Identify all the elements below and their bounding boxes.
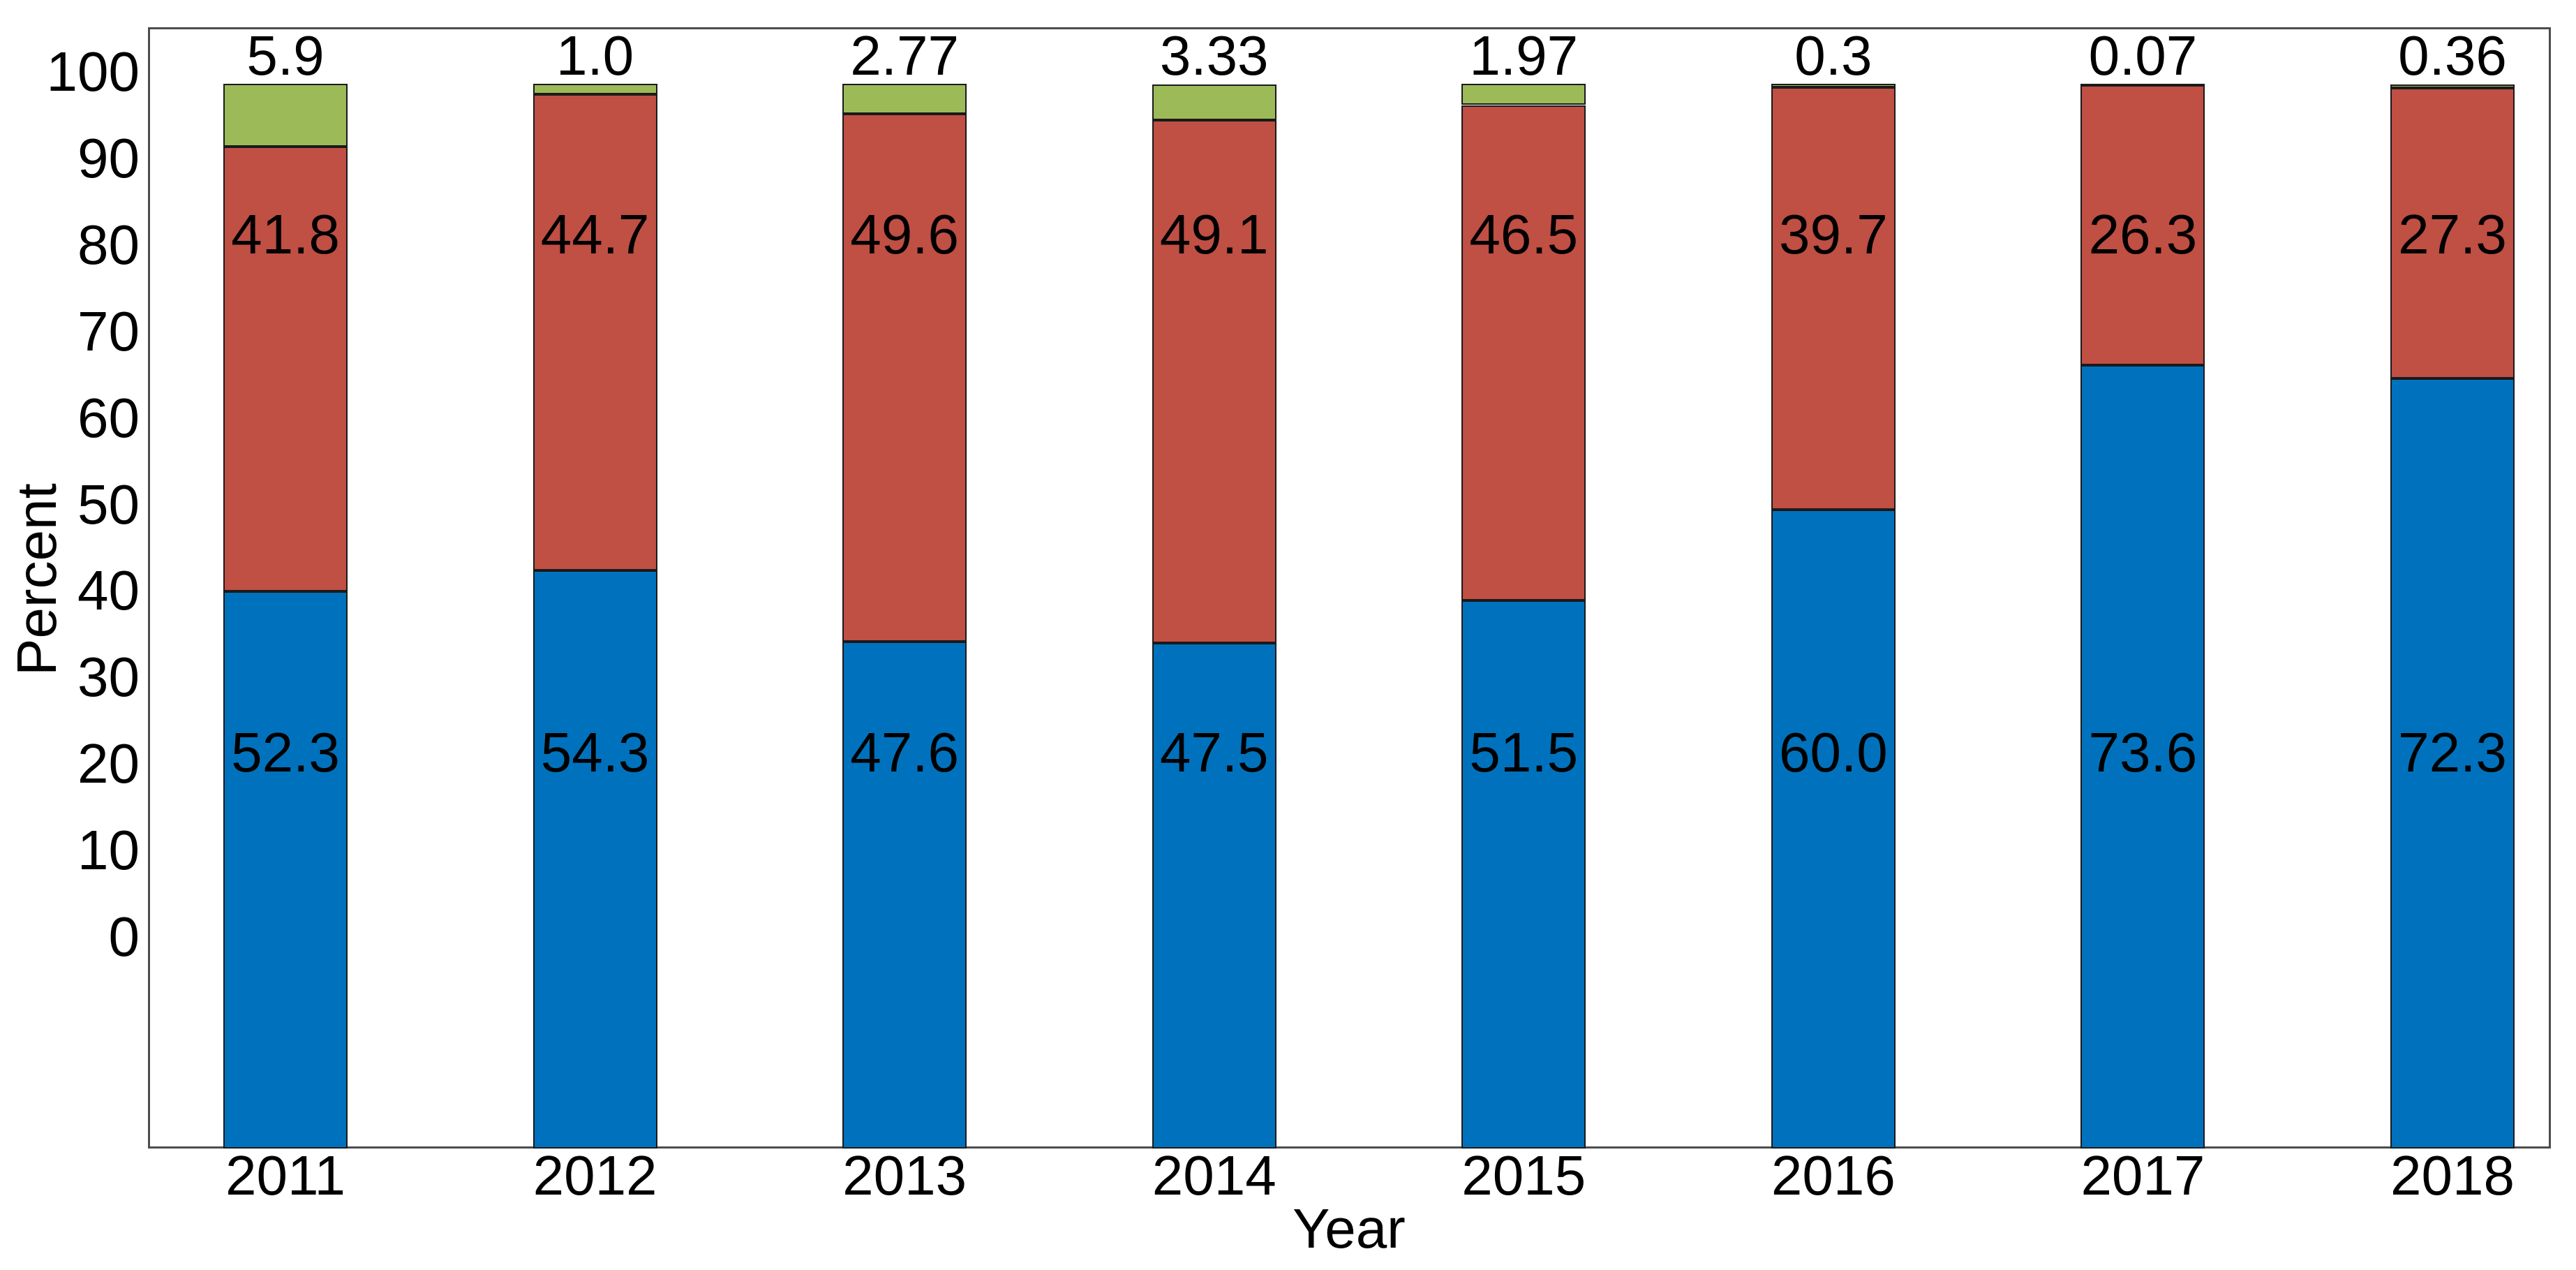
bar-2014-blue-bottom bbox=[1152, 642, 1276, 1149]
y-tick-label-10: 10 bbox=[77, 819, 140, 882]
y-tick-label-70: 70 bbox=[77, 300, 140, 362]
value-label-2015-red-middle: 46.5 bbox=[1469, 203, 1579, 265]
bar-2018-green-top bbox=[2390, 84, 2515, 89]
x-tick-label-2015: 2015 bbox=[1461, 1144, 1586, 1206]
bar-2015-red-middle bbox=[1461, 105, 1586, 600]
bar-2013-blue-bottom bbox=[842, 642, 967, 1149]
bar-2018-blue-bottom bbox=[2390, 378, 2515, 1149]
x-tick-label-2018: 2018 bbox=[2390, 1144, 2515, 1206]
value-label-2016-green-top: 0.3 bbox=[1794, 24, 1873, 87]
value-label-2014-green-top: 3.33 bbox=[1159, 24, 1269, 87]
x-tick-label-2016: 2016 bbox=[1771, 1144, 1896, 1206]
value-label-2017-green-top: 0.07 bbox=[2088, 24, 2198, 87]
value-label-2015-blue-bottom: 51.5 bbox=[1469, 721, 1579, 783]
value-label-2012-blue-bottom: 54.3 bbox=[540, 721, 650, 783]
value-label-2017-blue-bottom: 73.6 bbox=[2088, 721, 2198, 783]
x-tick-label-2017: 2017 bbox=[2080, 1144, 2205, 1206]
bar-2011-green-top bbox=[223, 84, 348, 147]
bar-2015-green-top bbox=[1461, 84, 1586, 105]
value-label-2013-red-middle: 49.6 bbox=[850, 203, 959, 265]
value-label-2018-red-middle: 27.3 bbox=[2398, 203, 2507, 265]
bar-2011-red-middle bbox=[223, 146, 348, 592]
y-tick-label-30: 30 bbox=[77, 646, 140, 709]
value-label-2017-red-middle: 26.3 bbox=[2088, 203, 2198, 265]
bar-2012-green-top bbox=[533, 84, 657, 95]
bar-2012-red-middle bbox=[533, 94, 657, 570]
value-label-2012-green-top: 1.0 bbox=[556, 24, 634, 87]
y-tick-label-90: 90 bbox=[77, 126, 140, 189]
y-axis-title-text: Percent bbox=[6, 483, 68, 676]
y-tick-label-20: 20 bbox=[77, 732, 140, 795]
bar-2015-blue-bottom bbox=[1461, 600, 1586, 1149]
value-label-2015-green-top: 1.97 bbox=[1469, 24, 1579, 87]
y-tick-label-0: 0 bbox=[108, 906, 140, 968]
value-label-2016-blue-bottom: 60.0 bbox=[1778, 721, 1888, 783]
bar-2016-green-top bbox=[1771, 84, 1896, 87]
bar-2012-blue-bottom bbox=[533, 570, 657, 1149]
bar-2016-blue-bottom bbox=[1771, 510, 1896, 1149]
bar-2013-red-middle bbox=[842, 113, 967, 642]
x-tick-label-2012: 2012 bbox=[533, 1144, 657, 1206]
bar-2014-green-top bbox=[1152, 84, 1276, 120]
bar-2017-green-top bbox=[2080, 84, 2205, 87]
bar-2017-red-middle bbox=[2080, 84, 2205, 365]
value-label-2014-blue-bottom: 47.5 bbox=[1159, 721, 1269, 783]
y-tick-label-40: 40 bbox=[77, 559, 140, 622]
bar-2013-green-top bbox=[842, 84, 967, 114]
value-label-2016-red-middle: 39.7 bbox=[1778, 203, 1888, 265]
bar-2016-red-middle bbox=[1771, 87, 1896, 510]
x-tick-label-2014: 2014 bbox=[1152, 1144, 1276, 1206]
value-label-2013-green-top: 2.77 bbox=[850, 24, 959, 87]
x-tick-label-2013: 2013 bbox=[842, 1144, 967, 1206]
bar-2017-blue-bottom bbox=[2080, 364, 2205, 1149]
x-axis-title-text: Year bbox=[1293, 1197, 1406, 1260]
bar-2018-red-middle bbox=[2390, 88, 2515, 379]
bar-2014-red-middle bbox=[1152, 119, 1276, 643]
y-tick-label-100: 100 bbox=[46, 40, 140, 103]
value-label-2011-red-middle: 41.8 bbox=[231, 203, 340, 265]
value-label-2011-blue-bottom: 52.3 bbox=[231, 721, 340, 783]
value-label-2013-blue-bottom: 47.6 bbox=[850, 721, 959, 783]
y-tick-label-80: 80 bbox=[77, 213, 140, 276]
value-label-2011-green-top: 5.9 bbox=[246, 24, 325, 87]
value-label-2012-red-middle: 44.7 bbox=[540, 203, 650, 265]
value-label-2018-blue-bottom: 72.3 bbox=[2398, 721, 2507, 783]
value-label-2014-red-middle: 49.1 bbox=[1159, 203, 1269, 265]
x-tick-label-2011: 2011 bbox=[225, 1144, 346, 1206]
value-label-2018-green-top: 0.36 bbox=[2398, 24, 2507, 87]
y-tick-label-60: 60 bbox=[77, 386, 140, 449]
y-tick-label-50: 50 bbox=[77, 473, 140, 536]
bar-2011-blue-bottom bbox=[223, 591, 348, 1149]
